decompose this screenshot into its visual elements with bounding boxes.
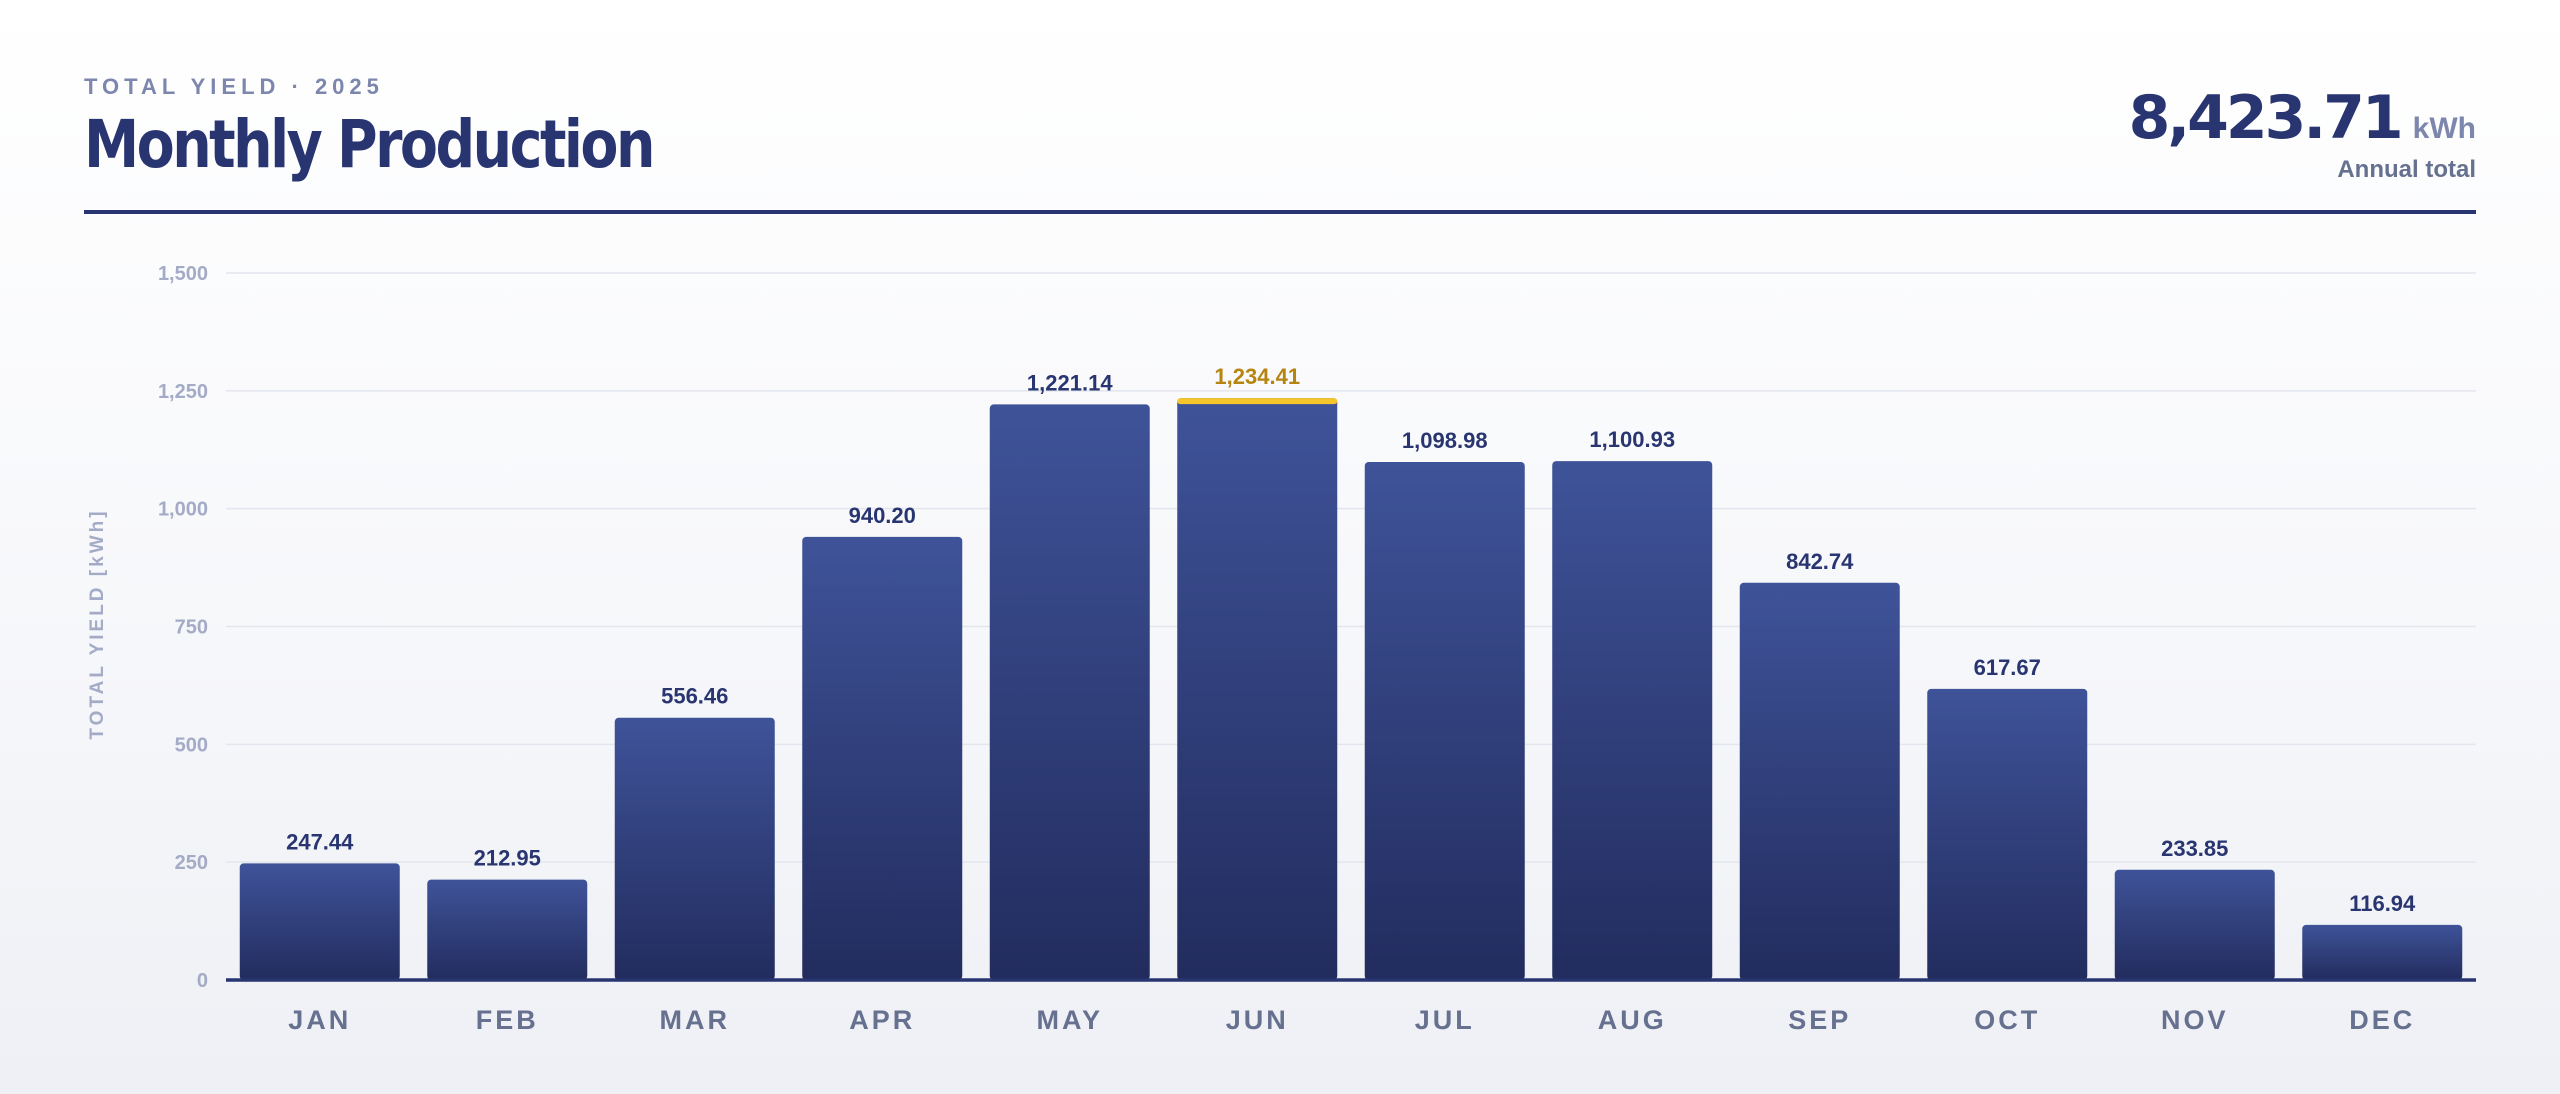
value-label-may: 1,221.14 [1027, 370, 1113, 395]
category-label-mar: MAR [660, 1005, 731, 1035]
bar-apr [802, 536, 963, 980]
bar-jul [1364, 462, 1525, 980]
category-label-sep: SEP [1788, 1005, 1851, 1035]
annual-total-block: 8,423.71 kWh Annual total [2129, 88, 2476, 184]
bar-oct [1927, 688, 2088, 980]
value-label-apr: 940.20 [849, 503, 916, 528]
page-title: Monthly Production [84, 106, 655, 183]
y-tick-label: 1,000 [158, 499, 208, 521]
bar-jan [239, 863, 400, 980]
y-tick-label: 750 [175, 617, 208, 639]
y-tick-label: 1,250 [158, 381, 208, 403]
y-tick-label: 500 [175, 734, 208, 756]
category-label-jan: JAN [288, 1005, 351, 1035]
header-divider [84, 210, 2476, 214]
category-label-aug: AUG [1598, 1005, 1667, 1035]
annual-total-caption: Annual total [2337, 156, 2476, 183]
grid-lines [226, 272, 2476, 863]
y-tick-label: 1,500 [158, 263, 208, 285]
value-label-mar: 556.46 [661, 684, 728, 709]
category-label-dec: DEC [2349, 1005, 2415, 1035]
bar-nov [2114, 869, 2275, 980]
category-label-apr: APR [849, 1005, 915, 1035]
bar-highlight-cap [1177, 398, 1338, 405]
category-label-jul: JUL [1415, 1005, 1475, 1035]
bars [239, 398, 2463, 981]
category-label-jun: JUN [1226, 1005, 1289, 1035]
value-label-sep: 842.74 [1786, 549, 1854, 574]
bar-sep [1739, 582, 1900, 980]
category-label-oct: OCT [1974, 1005, 2040, 1035]
bar-mar [614, 717, 775, 980]
bar-aug [1552, 461, 1713, 981]
category-label-may: MAY [1036, 1005, 1103, 1035]
value-labels: 247.44 212.95 556.46 940.20 1,221.14 1,234.41… [286, 364, 2416, 916]
bar-feb [427, 879, 588, 980]
bar-dec [2302, 924, 2463, 980]
value-label-aug: 1,100.93 [1589, 427, 1675, 452]
value-label-jun: 1,234.41 [1214, 364, 1300, 389]
category-label-feb: FEB [476, 1005, 539, 1035]
value-label-dec: 116.94 [2349, 891, 2416, 916]
y-tick-label: 0 [197, 970, 208, 992]
annual-total-value: 8,423.71 [2128, 83, 2404, 153]
bar-jun [1177, 398, 1338, 981]
chart-header: TOTAL YIELD · 2025 Monthly Production 8,… [84, 70, 2476, 212]
bar-may [989, 404, 1150, 980]
y-tick-label: 250 [175, 852, 208, 874]
y-axis-ticks: 0 250 500 750 1,000 1,250 1,500 [158, 263, 208, 992]
y-axis-label: TOTAL YIELD [kWh] [87, 508, 108, 740]
category-label-nov: NOV [2161, 1005, 2229, 1035]
value-label-jul: 1,098.98 [1402, 428, 1488, 453]
value-label-nov: 233.85 [2161, 836, 2228, 861]
x-axis-categories: JAN FEB MAR APR MAY JUN JUL AUG SEP OCT NOV DEC [288, 1005, 2415, 1035]
value-label-oct: 617.67 [1974, 655, 2041, 680]
value-label-jan: 247.44 [286, 829, 354, 854]
eyebrow-label: TOTAL YIELD · 2025 [84, 74, 384, 99]
annual-total-unit: kWh [2412, 112, 2476, 145]
value-label-feb: 212.95 [474, 846, 541, 871]
annual-total-line: 8,423.71 kWh [2129, 88, 2476, 148]
